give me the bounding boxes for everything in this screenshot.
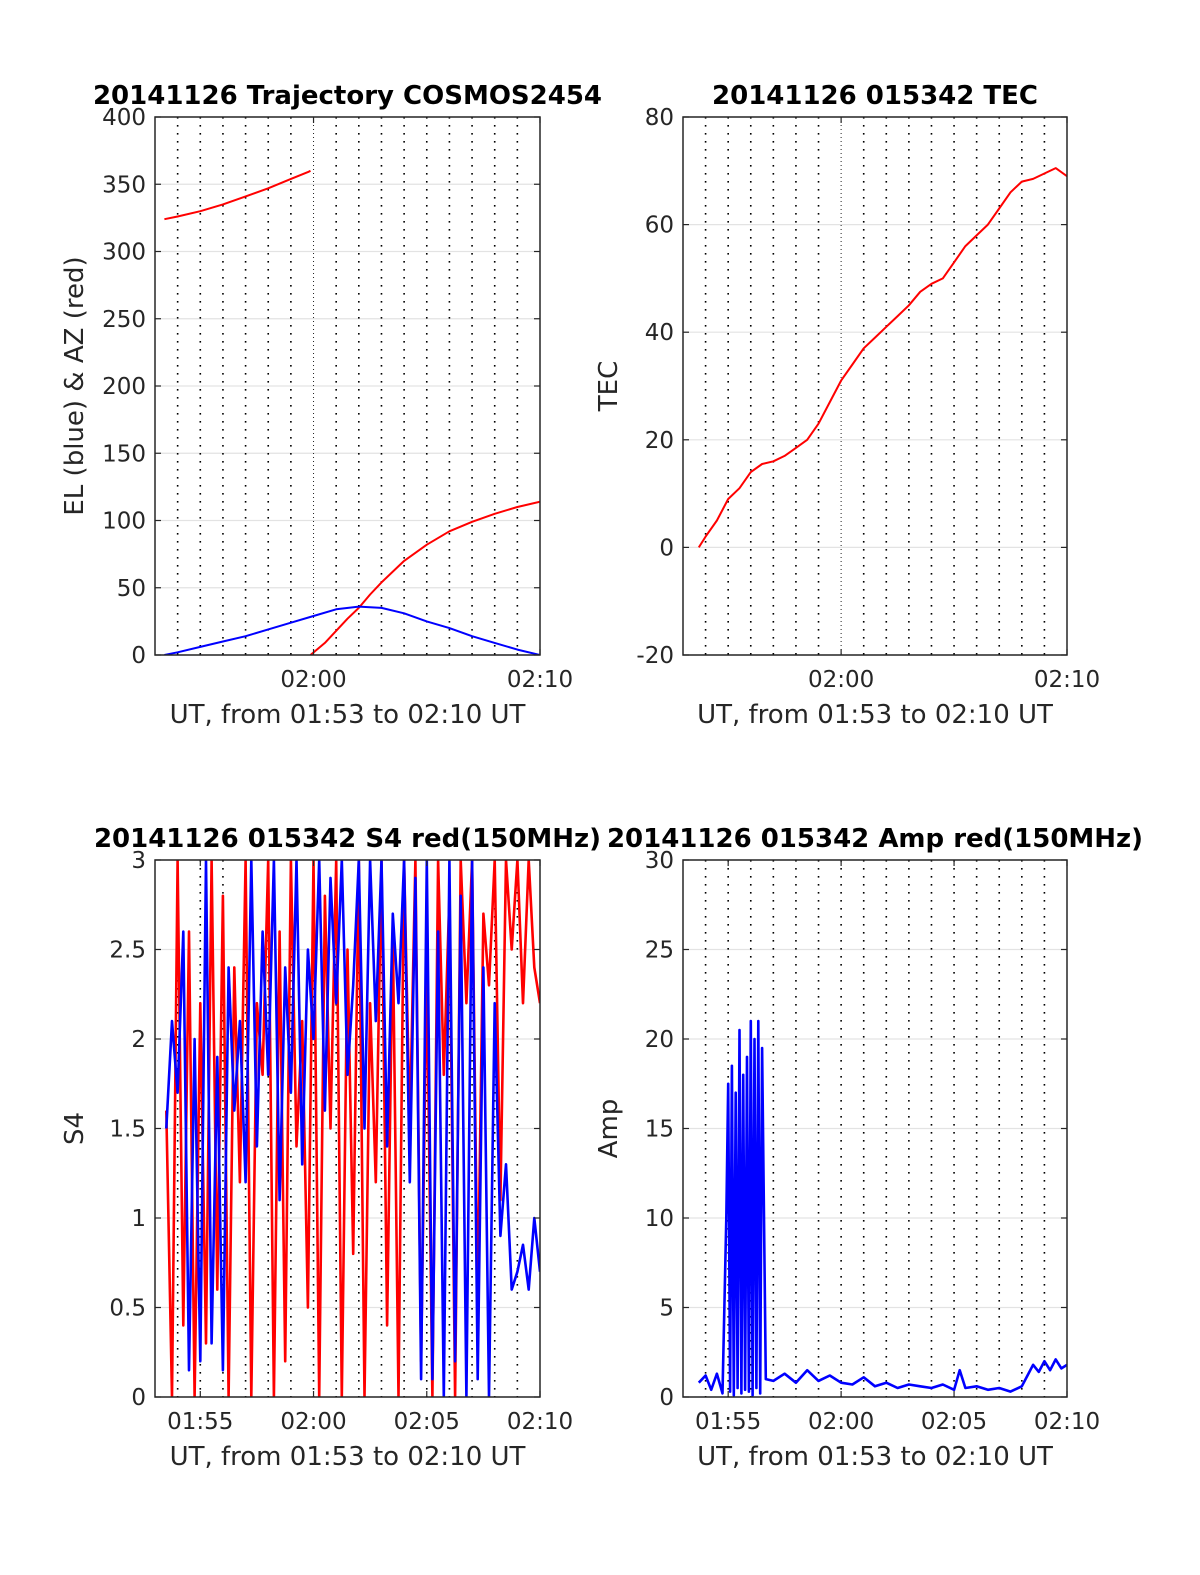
series-line-1 xyxy=(309,500,540,655)
chart-tec: -20 0 20 40 60 80 02:00 02:10 20141126 015342 TE… xyxy=(594,81,1100,730)
series-line-2 xyxy=(164,605,540,655)
series-line-0 xyxy=(697,1019,1067,1397)
series-group xyxy=(164,169,540,655)
y-tick-label: 0 xyxy=(659,535,674,561)
axes-box xyxy=(682,116,1068,656)
y-axis-label: TEC xyxy=(594,361,624,412)
y-tick-label: 0 xyxy=(659,1385,674,1411)
series-line-1 xyxy=(165,860,540,1397)
chart-title: 20141126 015342 S4 red(150MHz) xyxy=(94,824,601,854)
y-tick-label: 10 xyxy=(645,1206,674,1232)
x-axis-label: UT, from 01:53 to 02:10 UT xyxy=(697,700,1053,730)
y-tick-label: 300 xyxy=(102,240,146,266)
x-axis-label: UT, from 01:53 to 02:10 UT xyxy=(170,1442,526,1472)
chart-title: 20141126 015342 TEC xyxy=(712,81,1038,111)
y-tick-label: 1 xyxy=(131,1206,146,1232)
y-tick-label: 200 xyxy=(102,374,146,400)
series-group xyxy=(697,167,1067,548)
x-tick-label: 02:10 xyxy=(1034,667,1100,693)
y-tick-label: 0 xyxy=(131,1385,146,1411)
x-axis-label: UT, from 01:53 to 02:10 UT xyxy=(170,700,526,730)
y-tick-label: 5 xyxy=(659,1296,674,1322)
x-tick-label: 01:55 xyxy=(695,1409,761,1435)
chart-title: 20141126 015342 Amp red(150MHz) xyxy=(607,824,1143,854)
x-tick-label: 02:00 xyxy=(280,1409,346,1435)
chart-amp: 0 5 10 15 20 25 30 01:55 02:00 02:05 02:10 20141126… xyxy=(594,824,1143,1472)
y-tick-label: 3 xyxy=(131,848,146,874)
x-axis-label: UT, from 01:53 to 02:10 UT xyxy=(697,1442,1053,1472)
y-tick-label: 30 xyxy=(645,848,674,874)
x-tick-label: 02:00 xyxy=(808,667,874,693)
y-tick-label: 15 xyxy=(645,1117,674,1143)
y-tick-label: 60 xyxy=(645,213,674,239)
series-group xyxy=(697,1019,1067,1397)
y-axis-label: EL (blue) & AZ (red) xyxy=(60,256,90,515)
chart-trajectory: 0 50 100 150 200 250 300 350 400 02:00 02:10 201411… xyxy=(60,81,602,730)
chart-s4: 0 0.5 1 1.5 2 2.5 3 01:55 02:00 02:05 02:10 2014112… xyxy=(60,824,601,1472)
y-tick-label: 1.5 xyxy=(109,1117,146,1143)
y-tick-label: 100 xyxy=(102,509,146,535)
y-tick-label: 350 xyxy=(102,172,146,198)
y-tick-label: 0.5 xyxy=(109,1296,146,1322)
y-tick-label: 80 xyxy=(645,105,674,131)
y-axis-label: S4 xyxy=(60,1112,90,1145)
x-tick-label: 02:00 xyxy=(280,667,346,693)
x-tick-label: 02:05 xyxy=(394,1409,460,1435)
series-line-0 xyxy=(164,169,311,221)
y-tick-label: 250 xyxy=(102,307,146,333)
y-tick-label: 20 xyxy=(645,428,674,454)
y-tick-label: 0 xyxy=(131,643,146,669)
chart-title: 20141126 Trajectory COSMOS2454 xyxy=(93,81,602,111)
y-tick-label: -20 xyxy=(636,643,674,669)
x-tick-label: 02:10 xyxy=(507,667,573,693)
series-line-0 xyxy=(697,167,1067,548)
x-tick-label: 02:00 xyxy=(808,1409,874,1435)
y-tick-label: 20 xyxy=(645,1027,674,1053)
y-tick-label: 50 xyxy=(117,576,146,602)
y-tick-label: 25 xyxy=(645,938,674,964)
series-group xyxy=(165,860,540,1397)
plot-area xyxy=(683,117,1067,655)
x-tick-label: 02:10 xyxy=(507,1409,573,1435)
y-tick-label: 150 xyxy=(102,441,146,467)
x-tick-label: 02:10 xyxy=(1034,1409,1100,1435)
y-tick-label: 40 xyxy=(645,320,674,346)
x-tick-label: 01:55 xyxy=(167,1409,233,1435)
y-tick-label: 2.5 xyxy=(109,938,146,964)
y-tick-label: 400 xyxy=(102,105,146,131)
y-axis-label: Amp xyxy=(594,1099,624,1159)
y-tick-label: 2 xyxy=(131,1027,146,1053)
x-tick-label: 02:05 xyxy=(921,1409,987,1435)
